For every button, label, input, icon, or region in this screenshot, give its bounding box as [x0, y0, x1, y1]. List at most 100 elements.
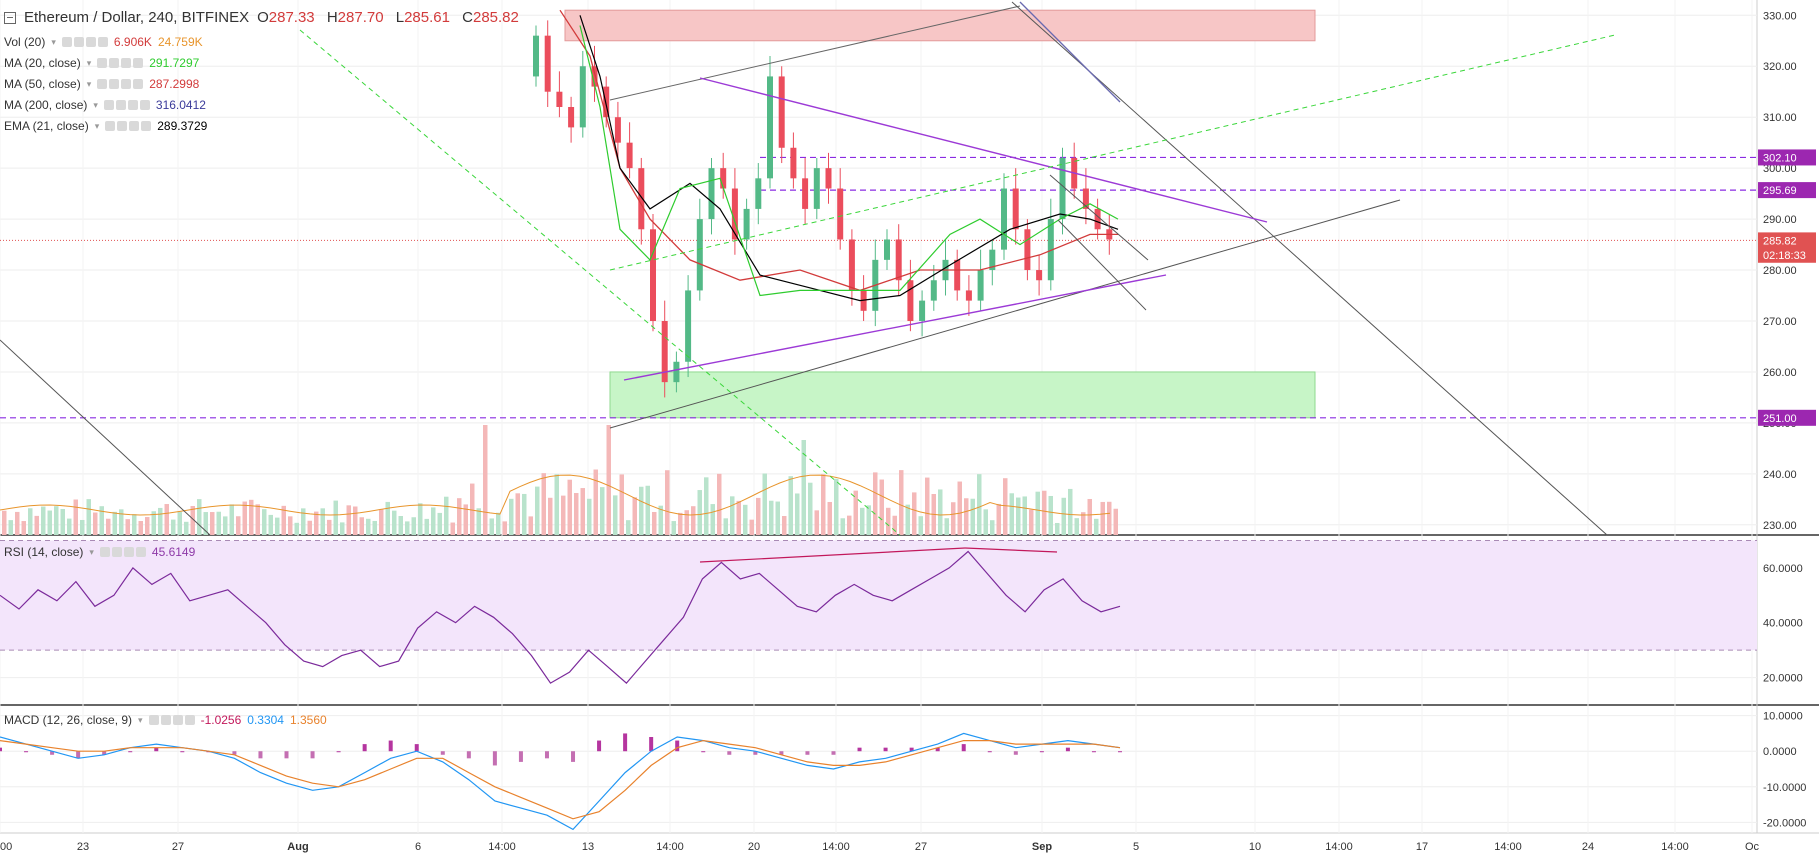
- plus-icon[interactable]: [85, 37, 96, 47]
- eye-icon[interactable]: [99, 547, 110, 557]
- dropdown-caret-icon[interactable]: ▾: [93, 99, 98, 110]
- price-badge-label: 251.00: [1763, 413, 1797, 425]
- candle-body: [661, 321, 668, 383]
- volume-bar: [379, 509, 384, 535]
- indicator-legend[interactable]: MACD (12, 26, close, 9) ▾ -1.0256 0.3304 1.3…: [4, 713, 327, 727]
- plus-icon[interactable]: [123, 547, 134, 557]
- candle-body: [533, 35, 539, 77]
- dropdown-caret-icon[interactable]: ▾: [138, 714, 143, 725]
- volume-bar: [1113, 508, 1118, 535]
- settings-icon[interactable]: [109, 79, 120, 89]
- candle-body: [1059, 157, 1066, 220]
- settings-icon[interactable]: [115, 100, 126, 110]
- macd-histogram-bar: [492, 751, 497, 766]
- plus-icon[interactable]: [172, 715, 183, 725]
- eye-icon[interactable]: [97, 58, 108, 68]
- eye-icon[interactable]: [97, 79, 108, 89]
- macd-histogram-bar: [805, 751, 810, 755]
- volume-bar: [632, 497, 637, 535]
- volume-bar: [60, 508, 65, 535]
- volume-bar: [840, 518, 845, 535]
- close-icon[interactable]: [139, 100, 150, 110]
- macd-tick-label: 10.0000: [1763, 711, 1803, 723]
- indicator-controls[interactable]: [61, 37, 108, 47]
- macd-histogram-bar: [1118, 751, 1122, 753]
- macd-histogram-bar: [649, 737, 654, 752]
- rsi-tick-label: 40.0000: [1763, 618, 1803, 630]
- collapse-icon[interactable]: [4, 11, 16, 24]
- eye-icon[interactable]: [61, 37, 72, 47]
- close-icon[interactable]: [184, 715, 195, 725]
- macd-histogram-bar: [414, 744, 419, 752]
- time-tick-label: 27: [915, 841, 927, 853]
- macd-tick-label: -20.0000: [1763, 817, 1806, 829]
- dropdown-caret-icon[interactable]: ▾: [94, 120, 100, 131]
- volume-bar: [437, 512, 442, 535]
- indicator-legend[interactable]: RSI (14, close) ▾ 45.6149: [4, 545, 195, 559]
- eye-icon[interactable]: [105, 121, 116, 131]
- close-icon[interactable]: [133, 58, 144, 68]
- volume-bar: [203, 512, 208, 535]
- volume-bar: [593, 469, 598, 535]
- settings-icon[interactable]: [109, 58, 120, 68]
- volume-bar: [366, 518, 371, 535]
- indicator-controls[interactable]: [103, 100, 150, 110]
- eye-icon[interactable]: [103, 100, 114, 110]
- volume-bar: [769, 500, 774, 535]
- volume-bar: [996, 503, 1001, 535]
- indicator-controls[interactable]: [97, 79, 144, 89]
- volume-bar: [333, 500, 338, 535]
- macd-histogram-bar: [128, 751, 133, 753]
- plus-icon[interactable]: [121, 58, 132, 68]
- dropdown-caret-icon[interactable]: ▾: [51, 36, 56, 47]
- macd-histogram-bar: [571, 751, 576, 762]
- volume-bar: [125, 519, 130, 535]
- indicator-controls[interactable]: [99, 547, 146, 557]
- macd-histogram-bar: [50, 751, 55, 755]
- dropdown-caret-icon[interactable]: ▾: [89, 546, 94, 557]
- ema21-line: [579, 15, 1119, 302]
- volume-bar: [808, 482, 813, 535]
- volume-bar: [411, 517, 416, 535]
- volume-bar: [41, 506, 46, 535]
- indicator-legend[interactable]: EMA (21, close) ▾ 289.3729: [4, 119, 207, 133]
- indicator-controls[interactable]: [97, 58, 144, 68]
- close-icon[interactable]: [141, 121, 152, 131]
- symbol-title[interactable]: Ethereum / Dollar, 240, BITFINEX: [24, 9, 250, 26]
- price-badge: [1758, 182, 1816, 199]
- indicator-legend[interactable]: MA (20, close) ▾ 291.7297: [4, 56, 199, 70]
- time-tick-label: 13: [582, 841, 594, 853]
- settings-icon[interactable]: [160, 715, 171, 725]
- indicator-controls[interactable]: [148, 715, 195, 725]
- plus-icon[interactable]: [127, 100, 138, 110]
- indicator-legend[interactable]: MA (50, close) ▾ 287.2998: [4, 77, 199, 91]
- settings-icon[interactable]: [117, 121, 128, 131]
- indicator-legend[interactable]: Vol (20) ▾ 6.906K 24.759K: [4, 35, 203, 49]
- volume-bar: [671, 521, 676, 535]
- candle-body: [977, 270, 984, 301]
- volume-bar: [190, 505, 195, 535]
- close-icon[interactable]: [133, 79, 144, 89]
- candle-body: [568, 107, 575, 128]
- settings-icon[interactable]: [111, 547, 122, 557]
- volume-bar: [528, 516, 533, 535]
- close-icon[interactable]: [97, 37, 108, 47]
- candle-body: [650, 229, 656, 321]
- plus-icon[interactable]: [129, 121, 140, 131]
- eye-icon[interactable]: [148, 715, 159, 725]
- settings-icon[interactable]: [73, 37, 84, 47]
- volume-bar: [489, 518, 494, 535]
- indicator-legend[interactable]: MA (200, close) ▾ 316.0412: [4, 98, 206, 112]
- time-tick-label: 17: [1416, 841, 1428, 853]
- dropdown-caret-icon[interactable]: ▾: [86, 57, 92, 68]
- plus-icon[interactable]: [121, 79, 132, 89]
- volume-bar: [509, 498, 514, 535]
- candle-body: [919, 300, 926, 321]
- dropdown-caret-icon[interactable]: ▾: [86, 78, 92, 89]
- close-icon[interactable]: [135, 547, 146, 557]
- volume-ma-line: [0, 474, 1111, 516]
- indicator-controls[interactable]: [105, 121, 152, 131]
- time-tick-label: 24: [1582, 841, 1594, 853]
- price-tick-label: 290.00: [1763, 214, 1797, 226]
